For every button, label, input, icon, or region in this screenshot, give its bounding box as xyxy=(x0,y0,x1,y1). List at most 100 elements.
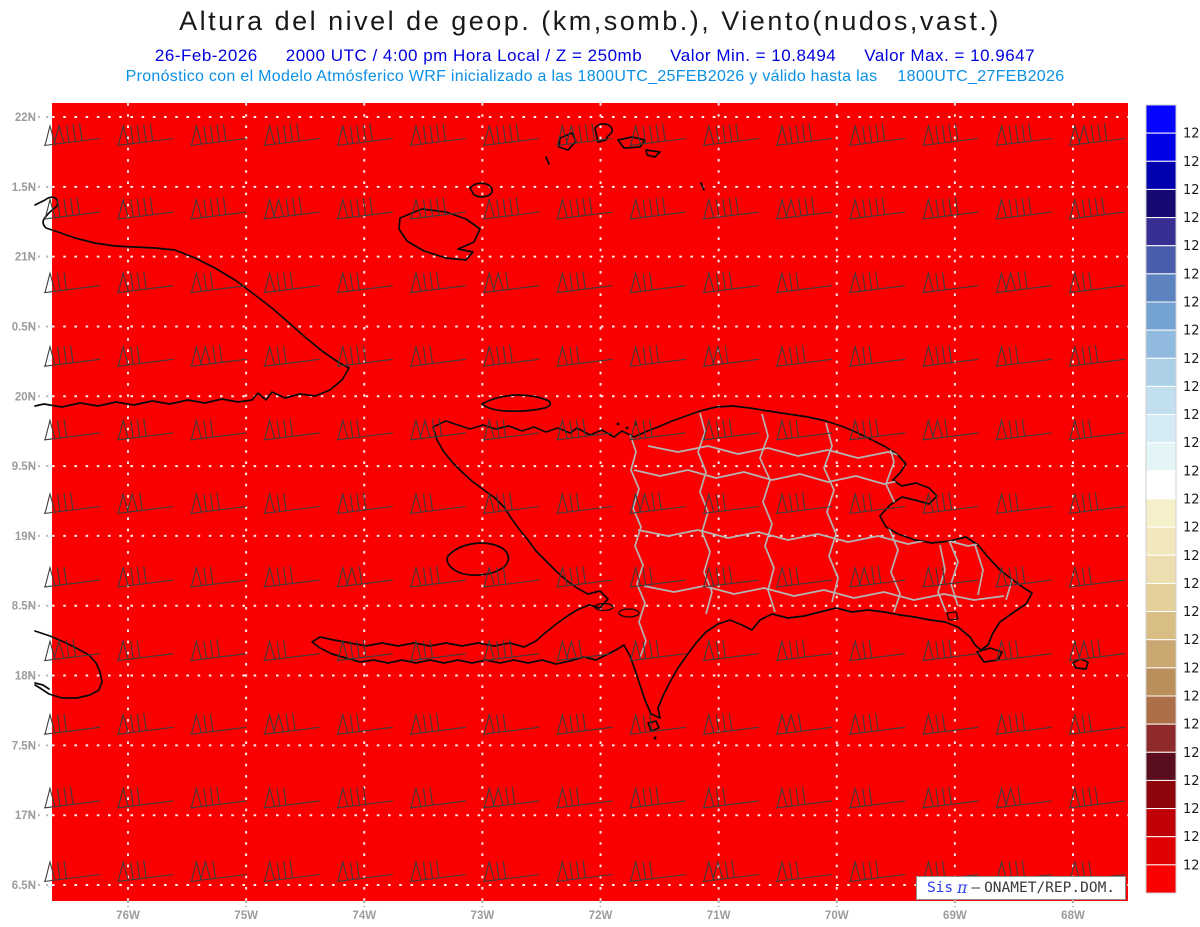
province-line xyxy=(697,412,713,615)
coastal-lagoon xyxy=(946,611,959,621)
wind-barb xyxy=(995,418,1052,441)
lake-enriquillo xyxy=(618,608,640,618)
colorbar-label: 12428 xyxy=(1183,183,1200,198)
wind-barb xyxy=(263,418,320,441)
wind-barb xyxy=(922,418,979,441)
hispaniola-coastline xyxy=(311,405,1033,719)
colorbar-segment xyxy=(1145,582,1177,613)
wind-barb xyxy=(190,491,247,515)
wind-barb xyxy=(775,123,833,147)
wind-barb xyxy=(1068,491,1125,515)
wind-barb xyxy=(263,639,320,662)
lat-axis-label: 17N xyxy=(15,810,36,822)
credit-org: ONAMET/REP.DOM. xyxy=(984,880,1116,896)
lon-axis-label: 68W xyxy=(1061,910,1085,922)
wind-barb xyxy=(263,786,320,809)
wind-barb xyxy=(190,123,247,147)
colorbar-label: 12139 xyxy=(1183,661,1200,676)
wind-barb xyxy=(629,565,686,588)
colorbar-label: 12088 xyxy=(1183,746,1200,761)
cay-dot xyxy=(616,422,620,426)
wind-barb xyxy=(922,271,979,294)
wind-barb xyxy=(263,271,320,294)
wind-barb xyxy=(849,859,906,883)
wind-barb xyxy=(849,639,906,662)
wind-barb xyxy=(1068,344,1125,367)
wind-barb xyxy=(263,196,320,220)
wind-barb xyxy=(922,197,979,220)
colorbar-segment xyxy=(1145,245,1177,275)
colorbar-segment xyxy=(1145,217,1177,247)
geopotential-shading xyxy=(52,103,1128,901)
lon-axis-label: 70W xyxy=(825,910,849,922)
wind-barb xyxy=(702,197,759,220)
credit-dash: – xyxy=(971,880,981,896)
colorbar-segment xyxy=(1145,554,1177,584)
coastlines-layer xyxy=(34,123,1089,740)
colorbar-segment xyxy=(1145,779,1177,810)
wind-barb xyxy=(849,565,906,588)
gonave-island xyxy=(446,542,510,576)
wind-barb xyxy=(849,418,906,441)
wind-barb xyxy=(556,344,613,367)
wind-barb xyxy=(556,639,613,662)
colorbar-segment xyxy=(1145,329,1177,359)
colorbar-label: 12071 xyxy=(1183,774,1200,789)
wind-barb xyxy=(409,491,467,515)
wind-barb xyxy=(922,712,979,735)
wind-barb xyxy=(849,712,906,735)
haiti-dr-border xyxy=(629,433,647,659)
wind-barb xyxy=(556,786,613,809)
wind-barb xyxy=(43,639,101,662)
wind-barb xyxy=(556,271,613,294)
colorbar-label: 12156 xyxy=(1183,633,1200,648)
wind-barb xyxy=(43,859,101,883)
wind-barb xyxy=(556,859,613,883)
wind-barb xyxy=(556,123,613,147)
wind-barb xyxy=(775,271,833,294)
lat-axis-label: 19N xyxy=(15,531,36,543)
wind-barb xyxy=(336,271,393,294)
colorbar-label: 12411 xyxy=(1183,211,1200,226)
wind-barb xyxy=(117,418,174,441)
lon-axis-label: 74W xyxy=(352,910,376,922)
wind-barb xyxy=(43,712,101,735)
colorbar: 12462 12445 12428 12411 12394 12377 12360 12343… xyxy=(1145,104,1200,894)
wind-barb xyxy=(483,271,540,294)
colorbar-segment xyxy=(1145,695,1177,725)
colorbar-label: 12343 xyxy=(1183,324,1200,339)
wind-barb xyxy=(190,197,247,220)
colorbar-segment xyxy=(1145,414,1177,444)
wind-barb xyxy=(43,197,101,220)
wind-barb xyxy=(556,418,613,441)
wind-barb xyxy=(483,491,540,515)
wind-barb xyxy=(43,418,101,441)
wind-barb xyxy=(702,271,759,294)
valid-date: 26-Feb-2026 xyxy=(154,46,258,65)
colorbar-segment xyxy=(1145,160,1177,190)
lake-azuei xyxy=(594,602,614,612)
wind-barb xyxy=(775,639,833,662)
wind-barb xyxy=(117,491,174,515)
wind-barb xyxy=(702,491,759,515)
colorbar-label: 12207 xyxy=(1183,549,1200,564)
jamaica-coastline xyxy=(34,630,103,699)
wind-barb xyxy=(43,271,101,294)
wind-barb xyxy=(117,197,174,220)
colorbar-segment xyxy=(1145,385,1177,416)
colorbar-label: 12054 xyxy=(1183,802,1200,817)
wind-barb xyxy=(483,123,540,147)
wind-barb xyxy=(483,786,540,809)
wind-barb xyxy=(995,271,1052,294)
province-line xyxy=(759,413,776,613)
wind-barb xyxy=(702,123,759,147)
wind-barb xyxy=(1068,639,1125,662)
wind-barb xyxy=(483,418,540,441)
wind-barb xyxy=(629,123,686,147)
alto-velo-island xyxy=(653,736,657,740)
province-line xyxy=(937,544,984,613)
wind-barb xyxy=(995,712,1052,735)
wind-barb xyxy=(336,344,393,367)
wind-barb xyxy=(483,197,540,220)
